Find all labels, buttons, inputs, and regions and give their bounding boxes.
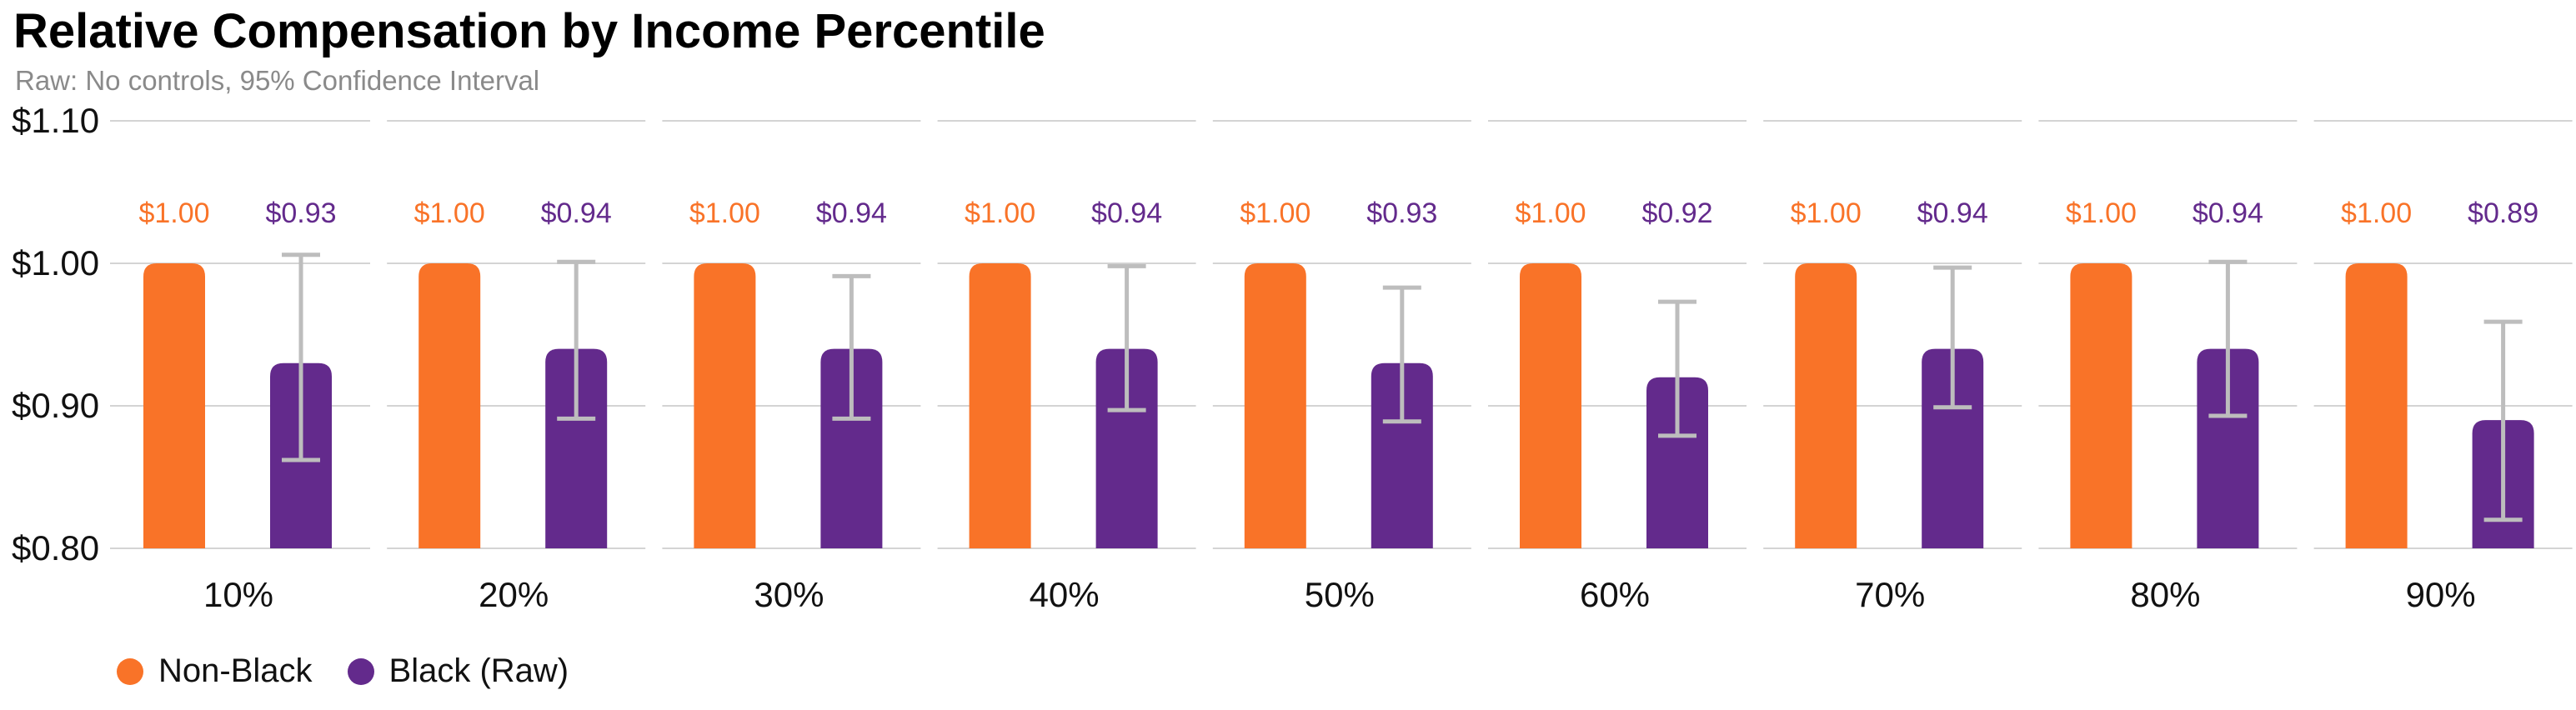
data-label-black-raw: $0.94 xyxy=(541,198,612,229)
y-tick-label: $1.10 xyxy=(12,101,99,140)
x-tick-label: 60% xyxy=(1580,575,1650,614)
legend-swatch-black-raw xyxy=(347,658,374,685)
x-tick-label: 40% xyxy=(1030,575,1100,614)
x-tick-label: 80% xyxy=(2130,575,2200,614)
data-label-non-black: $1.00 xyxy=(1240,198,1311,229)
bar-non-black xyxy=(1520,263,1581,548)
data-label-black-raw: $0.94 xyxy=(1917,198,1988,229)
bar-black-raw xyxy=(1646,377,1708,548)
chart-title: Relative Compensation by Income Percenti… xyxy=(13,4,1045,58)
x-tick-label: 20% xyxy=(479,575,549,614)
x-tick-label: 10% xyxy=(203,575,273,614)
data-label-non-black: $1.00 xyxy=(1791,198,1862,229)
bar-non-black xyxy=(1244,263,1306,548)
bar-non-black xyxy=(2345,263,2408,548)
data-label-non-black: $1.00 xyxy=(2066,198,2137,229)
data-label-black-raw: $0.93 xyxy=(1366,198,1437,229)
legend-swatch-non-black xyxy=(117,658,143,685)
data-label-non-black: $1.00 xyxy=(965,198,1035,229)
data-label-non-black: $1.00 xyxy=(1515,198,1586,229)
data-label-black-raw: $0.89 xyxy=(2468,198,2538,229)
data-label-non-black: $1.00 xyxy=(138,198,209,229)
data-label-non-black: $1.00 xyxy=(2341,198,2412,229)
legend-item-non-black: Non-Black xyxy=(117,652,313,690)
bar-black-raw xyxy=(545,348,608,548)
legend: Non-Black Black (Raw) xyxy=(117,652,569,690)
x-tick-label: 30% xyxy=(754,575,824,614)
bar-non-black xyxy=(1795,263,1857,548)
legend-label-non-black: Non-Black xyxy=(158,652,313,689)
bar-black-raw xyxy=(2197,348,2259,548)
bar-non-black xyxy=(694,263,756,548)
legend-label-black-raw: Black (Raw) xyxy=(388,652,569,689)
y-tick-label: $1.00 xyxy=(12,243,99,282)
y-tick-label: $0.80 xyxy=(12,528,99,568)
data-label-black-raw: $0.94 xyxy=(2193,198,2263,229)
bar-black-raw xyxy=(820,348,883,548)
bar-black-raw xyxy=(1922,348,1984,548)
data-label-non-black: $1.00 xyxy=(414,198,485,229)
x-tick-label: 90% xyxy=(2406,575,2476,614)
legend-item-black-raw: Black (Raw) xyxy=(347,652,569,690)
chart-subtitle: Raw: No controls, 95% Confidence Interva… xyxy=(15,65,540,96)
bar-black-raw xyxy=(1371,362,1433,548)
data-label-non-black: $1.00 xyxy=(689,198,760,229)
bar-black-raw xyxy=(1095,348,1158,548)
bar-non-black xyxy=(969,263,1031,548)
x-tick-label: 70% xyxy=(1855,575,1925,614)
x-tick-label: 50% xyxy=(1305,575,1375,614)
bar-non-black xyxy=(143,263,205,548)
data-label-black-raw: $0.94 xyxy=(1091,198,1162,229)
data-label-black-raw: $0.94 xyxy=(816,198,887,229)
bar-chart: $1.10 $1.00 $0.90 $0.80 $1.00 $0.93 10% $1.00 $0… xyxy=(12,101,2573,614)
bar-non-black xyxy=(2070,263,2132,548)
data-label-black-raw: $0.92 xyxy=(1641,198,1712,229)
y-tick-label: $0.90 xyxy=(12,386,99,425)
bar-non-black xyxy=(418,263,481,548)
data-label-black-raw: $0.93 xyxy=(265,198,336,229)
